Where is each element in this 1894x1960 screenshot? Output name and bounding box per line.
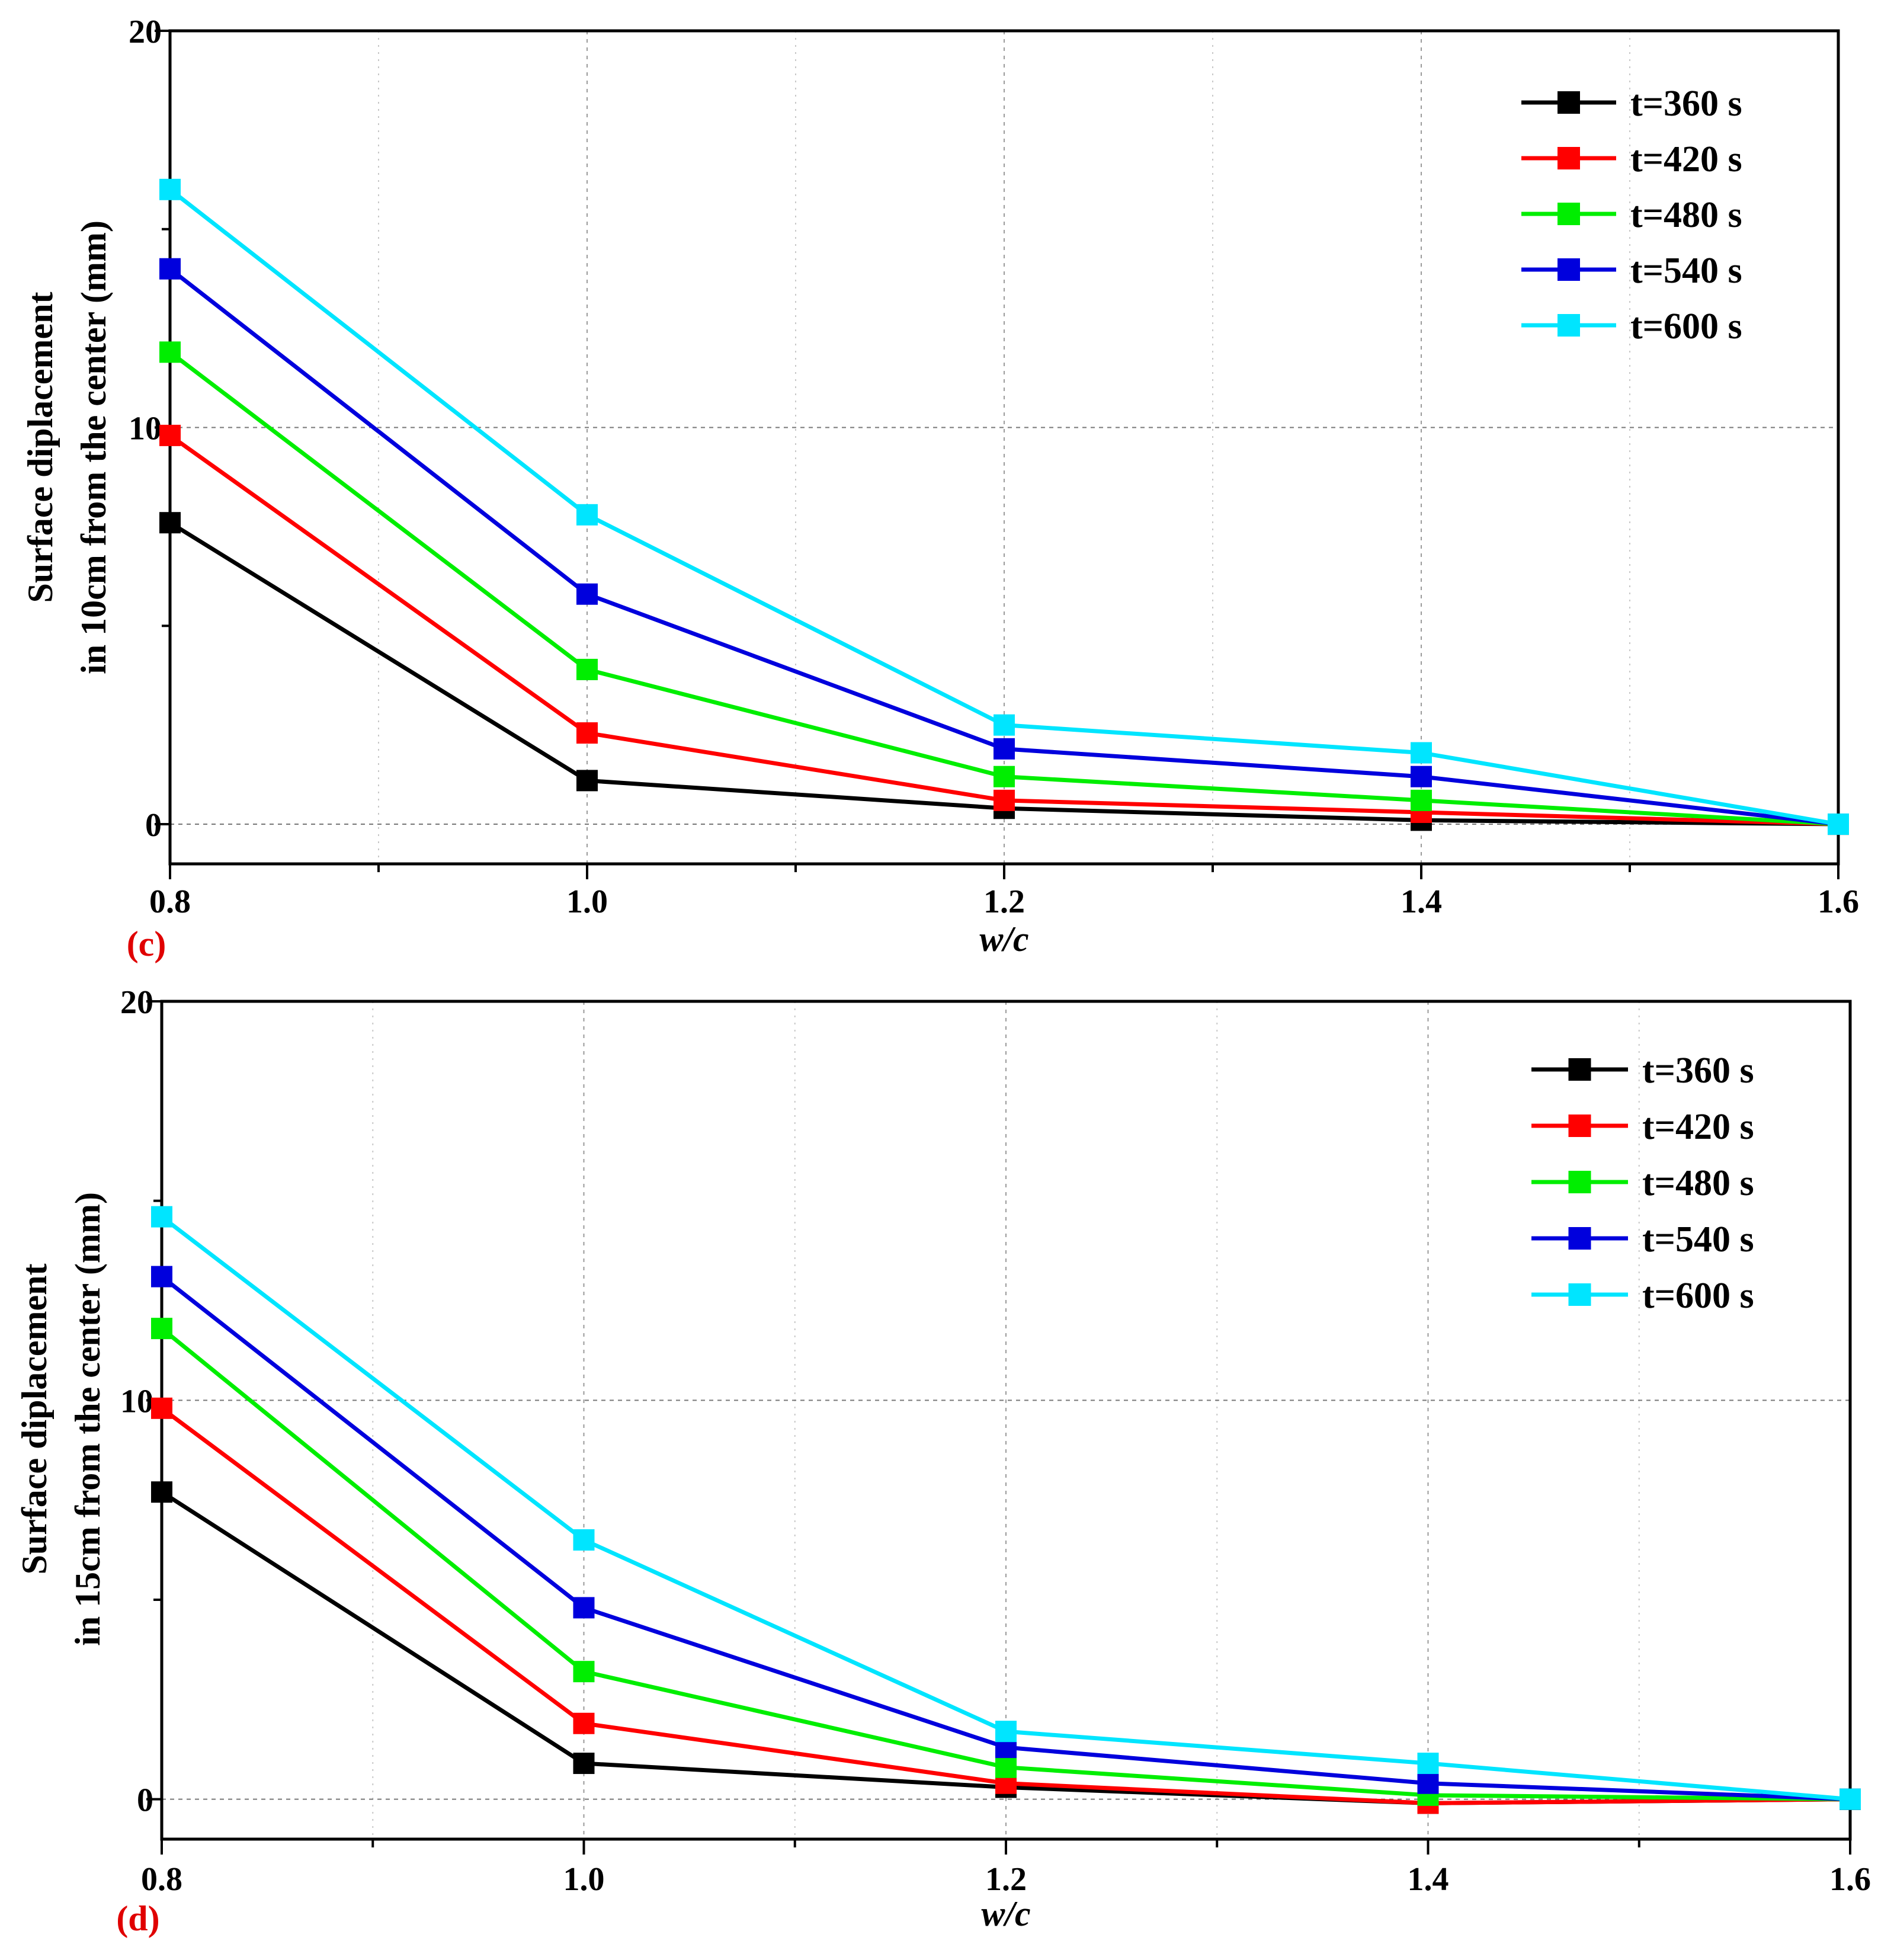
x-tick-label: 1.4 (1408, 1861, 1449, 1898)
y-tick-label: 0 (137, 1782, 153, 1819)
y-axis-title-line: in 15cm from the center (mm) (68, 1192, 107, 1646)
data-point-marker (151, 1481, 172, 1503)
data-point-marker (576, 770, 598, 792)
x-tick-label: 1.6 (1818, 883, 1859, 920)
x-tick-label: 0.8 (141, 1861, 182, 1898)
legend-marker (1568, 1283, 1591, 1306)
legend-entry-label: t=420 s (1642, 1107, 1754, 1147)
data-point-marker (159, 512, 181, 534)
legend-marker (1557, 258, 1580, 281)
legend-marker (1557, 203, 1580, 225)
data-point-marker (151, 1397, 172, 1419)
panel-label: (d) (116, 1899, 159, 1938)
y-tick-label: 10 (129, 411, 162, 447)
data-point-marker (994, 738, 1015, 760)
y-axis-title-line: Surface diplacement (21, 292, 60, 603)
data-point-marker (576, 722, 598, 744)
legend-marker (1557, 147, 1580, 169)
data-point-marker (576, 658, 598, 680)
x-tick-label: 1.2 (983, 883, 1025, 920)
legend-marker (1568, 1058, 1591, 1081)
data-point-marker (159, 341, 181, 363)
x-tick-label: 1.0 (563, 1861, 605, 1898)
legend-entry-label: t=360 s (1642, 1051, 1754, 1091)
legend-marker (1557, 314, 1580, 337)
data-point-marker (994, 766, 1015, 787)
data-point-marker (995, 1721, 1017, 1743)
legend-marker (1568, 1227, 1591, 1250)
chart-panel-c: 0.8 1.0 1.2 1.4 1.6 0 10 20 w/c Surface diplaceme… (21, 14, 1859, 963)
legend-entry-label: t=540 s (1642, 1219, 1754, 1260)
legend-entry-label: t=540 s (1630, 251, 1742, 291)
data-point-marker (159, 258, 181, 280)
data-point-marker (1417, 1772, 1439, 1794)
data-point-marker (151, 1318, 172, 1340)
data-point-marker (1417, 1753, 1439, 1775)
data-point-marker (1411, 742, 1432, 764)
x-tick-label: 1.0 (566, 883, 608, 920)
data-point-marker (573, 1712, 595, 1734)
data-point-marker (159, 424, 181, 446)
x-axis-title: w/c (981, 1894, 1030, 1933)
data-point-marker (1828, 814, 1849, 835)
data-point-marker (1411, 789, 1432, 811)
data-point-marker (573, 1753, 595, 1775)
legend-marker (1568, 1114, 1591, 1137)
y-tick-label: 10 (120, 1383, 153, 1420)
x-tick-label: 1.4 (1401, 883, 1442, 920)
chart-panel-d: 0.8 1.0 1.2 1.4 1.6 0 10 20 w/c Surface diplaceme… (15, 984, 1871, 1938)
x-tick-label: 1.6 (1829, 1861, 1871, 1898)
data-point-marker (576, 504, 598, 526)
data-point-marker (151, 1206, 172, 1228)
data-point-marker (994, 714, 1015, 736)
legend-marker (1568, 1171, 1591, 1193)
x-axis-title: w/c (979, 920, 1028, 959)
data-point-marker (573, 1529, 595, 1551)
data-point-marker (159, 178, 181, 200)
legend-entry-label: t=480 s (1630, 195, 1742, 235)
legend-marker (1557, 91, 1580, 114)
legend-entry-label: t=600 s (1630, 306, 1742, 347)
y-tick-label: 0 (145, 807, 162, 844)
x-tick-label: 1.2 (985, 1861, 1027, 1898)
y-tick-label: 20 (120, 984, 153, 1021)
data-point-marker (994, 789, 1015, 811)
x-tick-label: 0.8 (149, 883, 191, 920)
data-point-marker (576, 583, 598, 605)
panel-label: (c) (127, 924, 166, 963)
legend-entry-label: t=480 s (1642, 1163, 1754, 1203)
data-point-marker (151, 1266, 172, 1288)
data-point-marker (1411, 766, 1432, 787)
data-point-marker (1839, 1788, 1861, 1810)
data-point-marker (995, 1756, 1017, 1778)
legend-entry-label: t=420 s (1630, 139, 1742, 180)
data-point-marker (573, 1661, 595, 1683)
legend-entry-label: t=600 s (1642, 1276, 1754, 1316)
y-tick-label: 20 (129, 14, 162, 50)
y-axis-title-line: Surface diplacement (15, 1264, 54, 1575)
legend-entry-label: t=360 s (1630, 84, 1742, 124)
y-axis-title-line: in 10cm from the center (mm) (74, 220, 113, 674)
data-point-marker (573, 1597, 595, 1619)
